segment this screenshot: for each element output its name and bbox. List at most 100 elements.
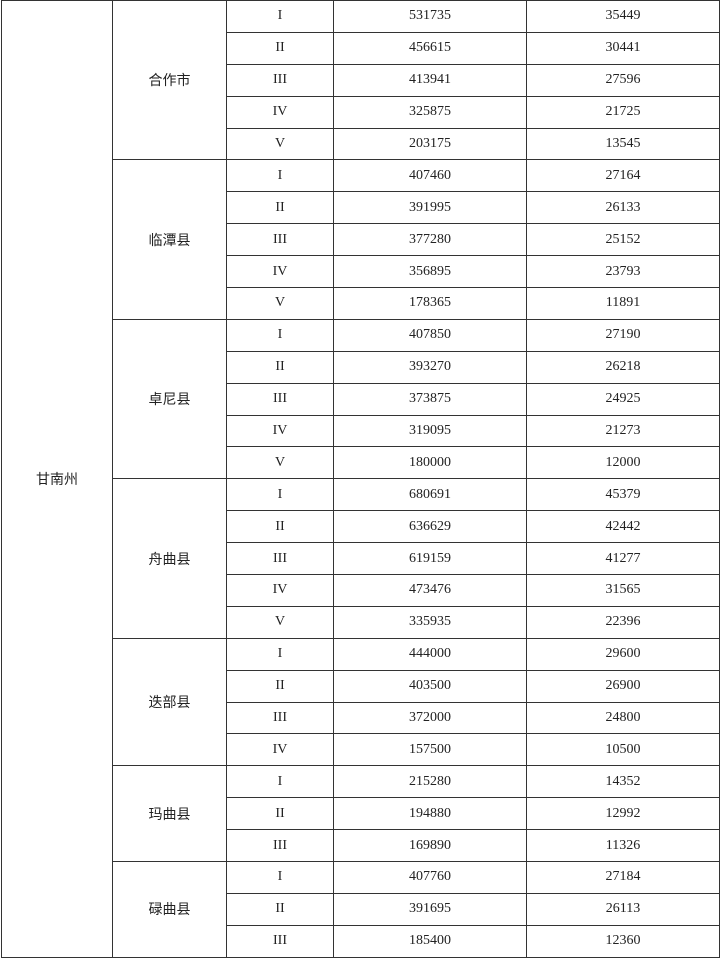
value-cell: 407760: [333, 861, 527, 894]
value-cell: 407460: [333, 159, 527, 193]
sub-value-cell: 27184: [526, 861, 720, 894]
grade-cell: III: [226, 829, 334, 863]
grade-cell: IV: [226, 95, 334, 129]
county-cell: 卓尼县: [112, 318, 227, 480]
table-row: IV 319095 21273: [2, 414, 720, 448]
table-row: V 178365 11891: [2, 287, 720, 320]
sub-value-cell: 45379: [526, 478, 720, 512]
grade-cell: I: [226, 318, 334, 352]
table-row: IV 325875 21725: [2, 95, 720, 129]
grade-cell: III: [226, 63, 334, 97]
value-cell: 169890: [333, 829, 527, 863]
sub-value-cell: 24925: [526, 382, 720, 416]
sub-value-cell: 26133: [526, 191, 720, 225]
table-row: III 185400 12360: [2, 924, 720, 958]
sub-value-cell: 29600: [526, 637, 720, 671]
grade-cell: V: [226, 287, 334, 320]
sub-value-cell: 27596: [526, 63, 720, 97]
sub-value-cell: 12000: [526, 446, 720, 480]
sub-value-cell: 41277: [526, 542, 720, 576]
table-row: II 391995 26133: [2, 191, 720, 225]
grade-cell: V: [226, 446, 334, 480]
value-cell: 680691: [333, 478, 527, 512]
table-row: III 372000 24800: [2, 701, 720, 735]
grade-cell: I: [226, 0, 334, 33]
table-row: V 203175 13545: [2, 127, 720, 161]
value-cell: 178365: [333, 287, 527, 320]
value-cell: 356895: [333, 255, 527, 289]
grade-cell: III: [226, 223, 334, 257]
value-cell: 531735: [333, 0, 527, 33]
value-cell: 391695: [333, 892, 527, 926]
value-cell: 473476: [333, 574, 527, 607]
value-cell: 636629: [333, 510, 527, 544]
county-cell: 迭部县: [112, 637, 227, 767]
sub-value-cell: 22396: [526, 605, 720, 639]
table-row: 卓尼县 I 407850 27190: [2, 318, 720, 480]
value-cell: 215280: [333, 765, 527, 799]
grade-cell: I: [226, 159, 334, 193]
value-cell: 403500: [333, 669, 527, 703]
value-cell: 185400: [333, 924, 527, 958]
sub-value-cell: 26113: [526, 892, 720, 926]
grade-cell: I: [226, 637, 334, 671]
sub-value-cell: 12992: [526, 797, 720, 831]
table-row: IV 356895 23793: [2, 255, 720, 289]
county-cell: 碌曲县: [112, 861, 227, 958]
sub-value-cell: 14352: [526, 765, 720, 799]
table-row: III 413941 27596: [2, 63, 720, 97]
sub-value-cell: 13545: [526, 127, 720, 161]
sub-value-cell: 26900: [526, 669, 720, 703]
value-cell: 180000: [333, 446, 527, 480]
value-cell: 157500: [333, 733, 527, 767]
sub-value-cell: 24800: [526, 701, 720, 735]
grade-cell: III: [226, 701, 334, 735]
value-cell: 203175: [333, 127, 527, 161]
value-cell: 325875: [333, 95, 527, 129]
grade-cell: IV: [226, 733, 334, 767]
table-row: II 391695 26113: [2, 892, 720, 926]
grade-cell: II: [226, 797, 334, 831]
grade-cell: V: [226, 605, 334, 639]
value-cell: 393270: [333, 350, 527, 384]
value-cell: 619159: [333, 542, 527, 576]
value-cell: 407850: [333, 318, 527, 352]
table-row: II 194880 12992: [2, 797, 720, 831]
table-row: III 377280 25152: [2, 223, 720, 257]
value-cell: 335935: [333, 605, 527, 639]
sub-value-cell: 30441: [526, 31, 720, 65]
sub-value-cell: 26218: [526, 350, 720, 384]
table-row: 碌曲县 I 407760 27184: [2, 861, 720, 958]
sub-value-cell: 21725: [526, 95, 720, 129]
grade-cell: I: [226, 478, 334, 512]
value-cell: 456615: [333, 31, 527, 65]
sub-value-cell: 10500: [526, 733, 720, 767]
grade-cell: II: [226, 31, 334, 65]
sub-value-cell: 23793: [526, 255, 720, 289]
county-cell: 舟曲县: [112, 478, 227, 639]
grade-cell: III: [226, 382, 334, 416]
grade-cell: IV: [226, 255, 334, 289]
sub-value-cell: 27190: [526, 318, 720, 352]
sub-value-cell: 27164: [526, 159, 720, 193]
value-cell: 372000: [333, 701, 527, 735]
sub-value-cell: 25152: [526, 223, 720, 257]
value-cell: 373875: [333, 382, 527, 416]
table-row: 临潭县 I 407460 27164: [2, 159, 720, 320]
value-cell: 377280: [333, 223, 527, 257]
value-cell: 413941: [333, 63, 527, 97]
grade-cell: V: [226, 127, 334, 161]
value-cell: 391995: [333, 191, 527, 225]
grade-cell: III: [226, 924, 334, 958]
grade-cell: IV: [226, 414, 334, 448]
table-row: IV 473476 31565: [2, 574, 720, 607]
table-row: V 335935 22396: [2, 605, 720, 639]
sub-value-cell: 11891: [526, 287, 720, 320]
table-row: II 393270 26218: [2, 350, 720, 384]
sub-value-cell: 11326: [526, 829, 720, 863]
table-row: II 456615 30441: [2, 31, 720, 65]
grade-cell: I: [226, 765, 334, 799]
